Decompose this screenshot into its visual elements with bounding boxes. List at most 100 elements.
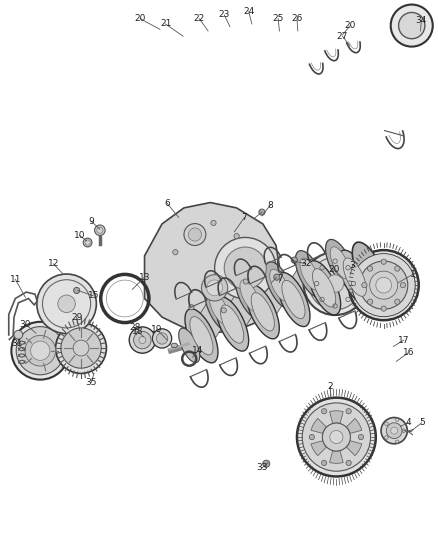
Circle shape (291, 257, 297, 263)
Polygon shape (198, 289, 223, 354)
Ellipse shape (313, 269, 336, 307)
Text: 20: 20 (134, 14, 146, 23)
Text: 2: 2 (328, 382, 333, 391)
Circle shape (56, 322, 106, 374)
Circle shape (61, 328, 101, 368)
Text: 11: 11 (10, 275, 21, 284)
Polygon shape (321, 244, 343, 306)
Circle shape (321, 409, 327, 414)
Circle shape (97, 227, 103, 233)
Wedge shape (311, 418, 326, 433)
Polygon shape (215, 289, 236, 343)
Circle shape (309, 257, 361, 310)
Text: 3: 3 (350, 261, 356, 270)
Circle shape (188, 228, 201, 241)
Circle shape (367, 266, 373, 271)
Text: 9: 9 (88, 217, 94, 225)
Text: 20: 20 (328, 265, 339, 273)
Ellipse shape (235, 272, 264, 319)
Circle shape (95, 225, 105, 236)
Ellipse shape (209, 292, 229, 324)
Text: 20: 20 (345, 21, 356, 30)
Circle shape (370, 271, 398, 299)
Wedge shape (329, 450, 343, 463)
Circle shape (381, 306, 386, 311)
Ellipse shape (295, 251, 324, 297)
Ellipse shape (343, 258, 366, 296)
Circle shape (304, 252, 367, 315)
Circle shape (309, 434, 314, 440)
Text: 18: 18 (132, 327, 144, 336)
Ellipse shape (205, 285, 233, 332)
Text: 25: 25 (272, 14, 284, 23)
Circle shape (395, 299, 400, 304)
Text: 13: 13 (139, 273, 150, 281)
Circle shape (31, 341, 50, 360)
Circle shape (274, 274, 280, 280)
Ellipse shape (190, 317, 213, 355)
Circle shape (139, 336, 146, 344)
Ellipse shape (246, 285, 279, 339)
Circle shape (211, 220, 216, 225)
Circle shape (376, 277, 392, 293)
Text: 29: 29 (71, 313, 82, 321)
Circle shape (201, 274, 228, 301)
Ellipse shape (221, 305, 244, 343)
Circle shape (37, 274, 96, 334)
Ellipse shape (330, 247, 350, 279)
Circle shape (391, 5, 433, 46)
Text: 34: 34 (416, 16, 427, 25)
Circle shape (58, 295, 75, 312)
Text: 10: 10 (74, 231, 85, 240)
Text: 17: 17 (398, 336, 410, 344)
Circle shape (234, 233, 239, 239)
Polygon shape (229, 277, 253, 343)
Circle shape (346, 409, 351, 414)
Text: 31: 31 (11, 340, 22, 348)
Circle shape (362, 282, 367, 288)
Wedge shape (346, 418, 362, 433)
Wedge shape (346, 441, 362, 456)
Circle shape (74, 287, 80, 294)
Polygon shape (246, 277, 266, 330)
Circle shape (367, 299, 373, 304)
Circle shape (400, 282, 406, 288)
Polygon shape (259, 266, 283, 330)
Text: 24: 24 (243, 7, 254, 16)
Ellipse shape (325, 239, 354, 286)
Circle shape (189, 304, 194, 310)
Circle shape (349, 250, 419, 320)
Polygon shape (276, 266, 297, 318)
Circle shape (381, 417, 407, 444)
Circle shape (263, 460, 270, 467)
Ellipse shape (240, 280, 259, 312)
Circle shape (297, 398, 376, 477)
Text: 15: 15 (88, 292, 99, 300)
Wedge shape (329, 411, 343, 424)
Ellipse shape (215, 297, 249, 351)
Text: 4: 4 (406, 418, 411, 427)
Polygon shape (306, 255, 328, 306)
Circle shape (16, 327, 64, 375)
Text: 19: 19 (151, 325, 162, 334)
Ellipse shape (352, 242, 385, 296)
Ellipse shape (277, 272, 310, 327)
Circle shape (326, 275, 344, 292)
Ellipse shape (270, 269, 289, 301)
Circle shape (207, 280, 223, 296)
Circle shape (395, 266, 400, 271)
Text: 28: 28 (129, 324, 141, 332)
Circle shape (25, 335, 56, 366)
Ellipse shape (171, 343, 178, 348)
Ellipse shape (251, 293, 274, 331)
Circle shape (215, 237, 276, 299)
Circle shape (152, 329, 172, 348)
Circle shape (358, 434, 364, 440)
Circle shape (224, 247, 266, 289)
Polygon shape (145, 203, 280, 333)
Circle shape (346, 461, 351, 465)
Circle shape (352, 254, 415, 317)
Text: 5: 5 (419, 418, 425, 427)
Polygon shape (290, 255, 313, 318)
Text: 7: 7 (241, 213, 247, 222)
